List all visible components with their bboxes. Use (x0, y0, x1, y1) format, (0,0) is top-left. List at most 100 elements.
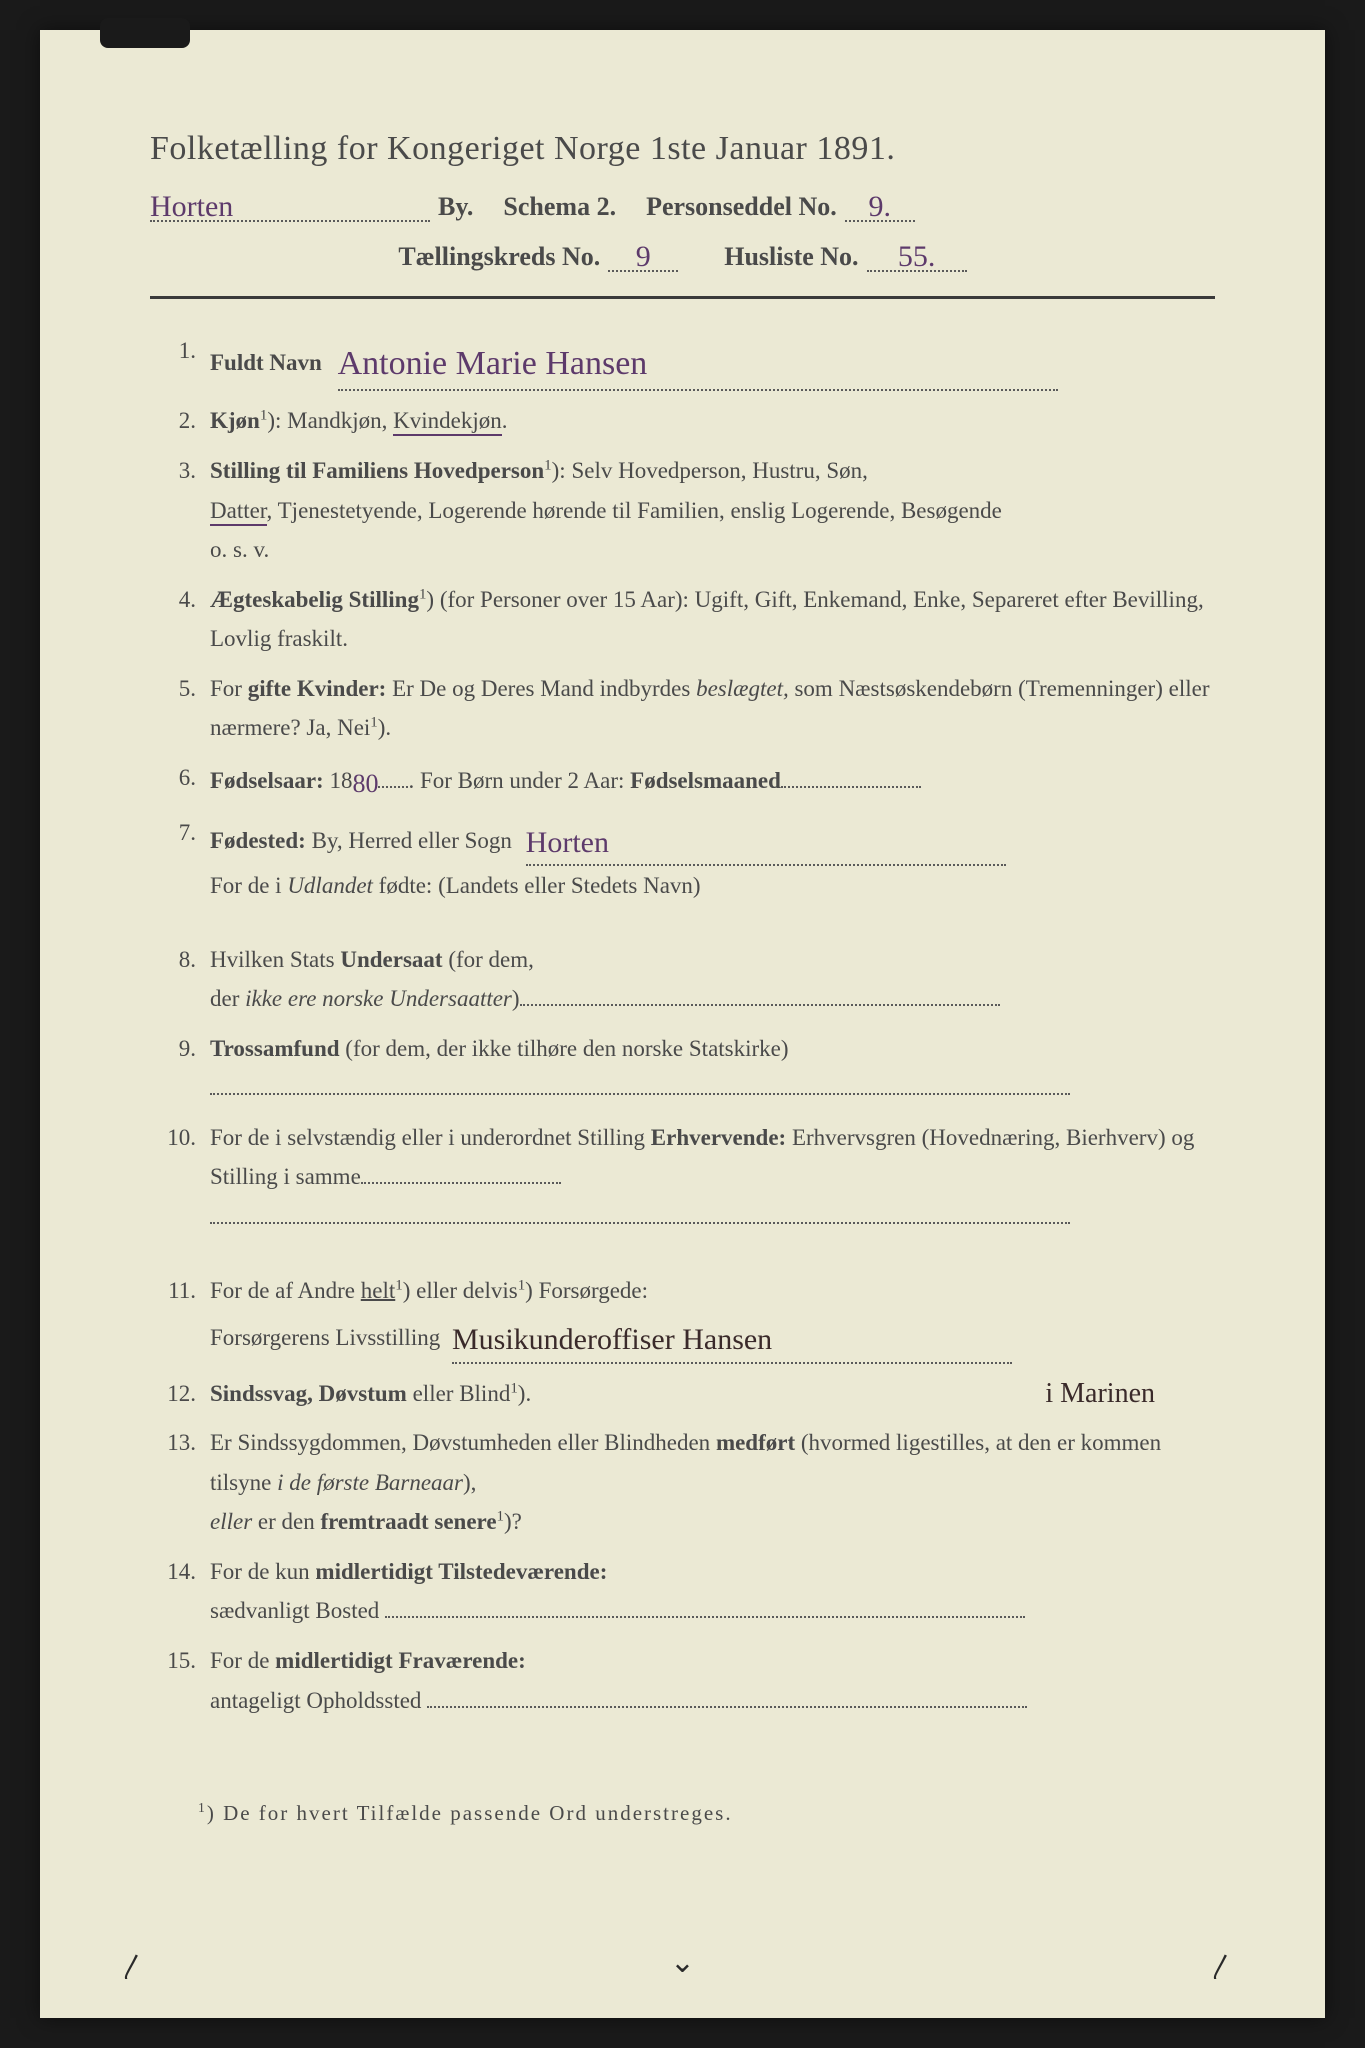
birthplace-value: Horten (526, 826, 609, 859)
sup: 1 (544, 457, 551, 473)
item-14-pre: For de kun (210, 1559, 315, 1584)
item-13-italic: i de første Barneaar (277, 1470, 463, 1495)
item-6: Fødselsaar: 1880. For Børn under 2 Aar: … (150, 758, 1215, 803)
dotted (520, 984, 1000, 1006)
item-5-text: Er De og Deres Mand indbyrdes (386, 676, 696, 701)
item-3-text1: ): Selv Hovedperson, Hustru, Søn, (552, 458, 868, 483)
item-13-l2: er den (252, 1509, 320, 1534)
item-4-label: Ægteskabelig Stilling (210, 587, 419, 612)
dotted (385, 1596, 1025, 1618)
provider-value-2: i Marinen (1045, 1370, 1155, 1418)
dotted (378, 766, 408, 788)
item-7-text: By, Herred eller Sogn (306, 828, 512, 853)
item-15: For de midlertidigt Fraværende: antageli… (150, 1641, 1215, 1720)
item-13-text2: ), (463, 1470, 476, 1495)
census-form: Folketælling for Kongeriget Norge 1ste J… (40, 30, 1325, 2018)
item-9-text: (for dem, der ikke tilhøre den norske St… (340, 1036, 789, 1061)
tail: ). (378, 715, 391, 740)
personseddel-label: Personseddel No. (646, 192, 837, 222)
item-10-pre: For de i selvstændig eller i underordnet… (210, 1125, 651, 1150)
item-2-label: Kjøn (210, 408, 260, 433)
item-3: Stilling til Familiens Hovedperson1): Se… (150, 451, 1215, 570)
gender-selected: Kvindekjøn (393, 408, 502, 436)
item-6-text: . For Børn under 2 Aar: (408, 768, 630, 793)
dotted (781, 766, 921, 788)
item-11-text: ) Forsørgede: (525, 1278, 648, 1303)
item-5-pre: For (210, 676, 248, 701)
item-1-label: Fuldt Navn (210, 350, 322, 375)
item-6-label: Fødselsaar: (210, 768, 324, 793)
husliste-label: Husliste No. (724, 242, 858, 272)
item-2-text: ): Mandkjøn, (267, 408, 393, 433)
item-10: For de i selvstændig eller i underordnet… (150, 1118, 1215, 1237)
tail: ). (518, 1381, 531, 1406)
provider-value: Musikunderoffiser Hansen (452, 1323, 772, 1356)
kreds-value: 9 (636, 240, 651, 273)
item-3-label: Stilling til Familiens Hovedperson (210, 458, 544, 483)
schema-label: Schema 2. (503, 192, 616, 222)
city-label: By. (438, 192, 473, 222)
item-2: Kjøn1): Mandkjøn, Kvindekjøn. (150, 401, 1215, 441)
scan-frame: Folketælling for Kongeriget Norge 1ste J… (0, 0, 1365, 2048)
tail: . (502, 408, 508, 433)
sup: 1 (510, 1380, 517, 1396)
relation-selected: Datter (210, 498, 267, 526)
birth-year-value: 80 (352, 769, 378, 798)
item-3-text2: , Tjenestetyende, Logerende hørende til … (267, 498, 1002, 523)
footnote-sup: 1 (198, 1800, 207, 1815)
item-8: Hvilken Stats Undersaat (for dem, der ik… (150, 940, 1215, 1019)
item-10-bold: Erhvervende: (651, 1125, 786, 1150)
header-line-2: Tællingskreds No. 9 Husliste No. 55. (150, 236, 1215, 272)
husliste-value: 55. (898, 240, 936, 273)
item-5: For gifte Kvinder: Er De og Deres Mand i… (150, 669, 1215, 748)
item-11-l2: Forsørgerens Livsstilling (210, 1325, 440, 1350)
item-15-l2: antageligt Opholdssted (210, 1688, 421, 1713)
dotted (427, 1686, 1027, 1708)
center-tick-mark: ⌄ (670, 1945, 695, 1980)
item-6-bold2: Fødselsmaaned (630, 768, 781, 793)
item-13-bold2: fremtraadt senere (320, 1509, 496, 1534)
item-11: For de af Andre helt1) eller delvis1) Fo… (150, 1271, 1215, 1364)
item-13-bold: medført (716, 1430, 795, 1455)
item-5-italic: beslægtet, (696, 676, 789, 701)
footnote-text: ) De for hvert Tilfælde passende Ord und… (207, 1801, 733, 1825)
binding-notch (100, 18, 190, 48)
item-7-label: Fødested: (210, 828, 306, 853)
item-7-l2a: For de i (210, 873, 287, 898)
item-7: Fødested: By, Herred eller Sogn Horten F… (150, 813, 1215, 906)
item-12: Sindssvag, Døvstum eller Blind1). i Mari… (150, 1374, 1215, 1414)
item-8-text: (for dem, (443, 947, 534, 972)
item-8-l2b: ) (512, 986, 520, 1011)
item-11-mid: ) eller delvis (403, 1278, 518, 1303)
item-15-bold: midlertidigt Fraværende: (275, 1648, 526, 1673)
item-14-bold: midlertidigt Tilstedeværende: (315, 1559, 607, 1584)
item-8-l2a: der (210, 986, 245, 1011)
item-13: Er Sindssygdommen, Døvstumheden eller Bl… (150, 1423, 1215, 1542)
item-3-text3: o. s. v. (210, 537, 269, 562)
footnote: 1) De for hvert Tilfælde passende Ord un… (150, 1800, 1215, 1826)
item-1: Fuldt Navn Antonie Marie Hansen (150, 331, 1215, 391)
item-4: Ægteskabelig Stilling1) (for Personer ov… (150, 580, 1215, 659)
edge-mark-left: 〳 (120, 1947, 146, 1984)
dotted (210, 1202, 1070, 1224)
item-8-pre: Hvilken Stats (210, 947, 340, 972)
dotted (210, 1073, 1070, 1095)
item-8-bold: Undersaat (340, 947, 442, 972)
item-9: Trossamfund (for dem, der ikke tilhøre d… (150, 1029, 1215, 1108)
item-9-bold: Trossamfund (210, 1036, 340, 1061)
item-11-helt: helt (361, 1278, 396, 1303)
item-12-bold: Sindssvag, Døvstum (210, 1381, 407, 1406)
item-8-l2i: ikke ere norske Undersaatter (245, 986, 512, 1011)
item-7-l2b: fødte: (Landets eller Stedets Navn) (373, 873, 701, 898)
item-11-pre: For de af Andre (210, 1278, 361, 1303)
sup: 1 (370, 715, 377, 731)
personseddel-value: 9. (869, 190, 892, 223)
form-items: Fuldt Navn Antonie Marie Hansen Kjøn1): … (150, 331, 1215, 1720)
full-name-value: Antonie Marie Hansen (338, 345, 648, 382)
item-13-l2i: eller (210, 1509, 252, 1534)
item-15-pre: For de (210, 1648, 275, 1673)
item-12-text: eller Blind (407, 1381, 510, 1406)
sup: 1 (395, 1277, 402, 1293)
edge-mark-right: 〳 (1209, 1947, 1235, 1984)
divider (150, 296, 1215, 299)
